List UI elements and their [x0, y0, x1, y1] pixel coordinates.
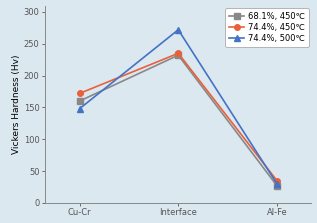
74.4%, 450℃	[78, 92, 81, 95]
74.4%, 500℃	[78, 107, 81, 110]
74.4%, 450℃	[275, 179, 279, 182]
68.1%, 450℃	[78, 100, 81, 102]
68.1%, 450℃	[176, 54, 180, 57]
Legend: 68.1%, 450℃, 74.4%, 450℃, 74.4%, 500℃: 68.1%, 450℃, 74.4%, 450℃, 74.4%, 500℃	[225, 8, 309, 47]
68.1%, 450℃	[275, 184, 279, 187]
Line: 68.1%, 450℃: 68.1%, 450℃	[77, 52, 280, 188]
74.4%, 450℃	[176, 52, 180, 55]
74.4%, 500℃	[176, 28, 180, 31]
Line: 74.4%, 500℃: 74.4%, 500℃	[76, 27, 280, 187]
Line: 74.4%, 450℃: 74.4%, 450℃	[77, 51, 280, 183]
74.4%, 500℃	[275, 182, 279, 185]
Y-axis label: Vickers Hardness (Hv): Vickers Hardness (Hv)	[12, 54, 21, 154]
